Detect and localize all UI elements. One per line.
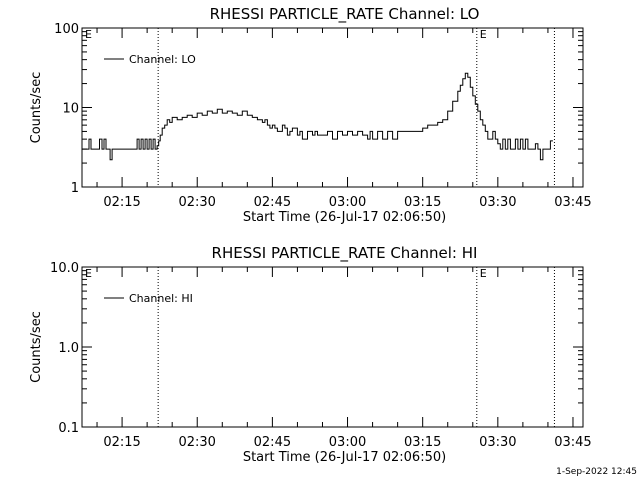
x-tick-label: 02:45 [254,195,291,210]
plot-frame [81,27,584,188]
y-tick-label: 1 [71,181,79,196]
chart-title: RHESSI PARTICLE_RATE Channel: HI [212,244,478,263]
x-tick-label: 03:15 [404,435,441,450]
x-tick-label: 02:30 [178,195,215,210]
legend-entry: Channel: HI [129,292,193,305]
y-axis-label: Counts/sec [29,72,44,144]
plot-frame [81,266,584,428]
y-tick-label: 0.1 [58,421,79,436]
event-label: E [85,267,92,280]
x-tick-label: 02:45 [254,435,291,450]
x-tick-label: 03:00 [329,435,366,450]
y-tick-label: 100 [54,22,79,37]
chart-panel-2: RHESSI PARTICLE_RATE Channel: HI Counts/s… [29,244,592,465]
x-tick-label: 03:15 [404,195,441,210]
x-tick-label: 03:30 [479,435,516,450]
x-tick-label: 02:15 [103,195,140,210]
y-axis-label: Counts/sec [29,311,44,383]
event-label: E [85,28,92,41]
x-tick-label: 03:00 [329,195,366,210]
x-tick-label: 02:30 [178,435,215,450]
event-label: E [480,267,487,280]
y-tick-label: 10.0 [50,261,79,276]
y-tick-label: 1.0 [58,341,79,356]
x-tick-label: 03:45 [554,435,591,450]
chart-panel-1: RHESSI PARTICLE_RATE Channel: LO Counts/s… [29,5,592,225]
x-axis-label: Start Time (26-Jul-17 02:06:50) [243,450,446,465]
event-label: E [480,28,487,41]
chart-title: RHESSI PARTICLE_RATE Channel: LO [210,5,480,24]
footer-timestamp: 1-Sep-2022 12:45 [556,467,637,477]
series-line-0 [82,72,553,161]
x-tick-label: 02:15 [103,435,140,450]
x-axis-label: Start Time (26-Jul-17 02:06:50) [243,210,446,225]
y-tick-label: 10 [62,102,79,117]
legend-entry: Channel: LO [129,53,196,66]
x-tick-label: 03:45 [554,195,591,210]
x-tick-label: 03:30 [479,195,516,210]
